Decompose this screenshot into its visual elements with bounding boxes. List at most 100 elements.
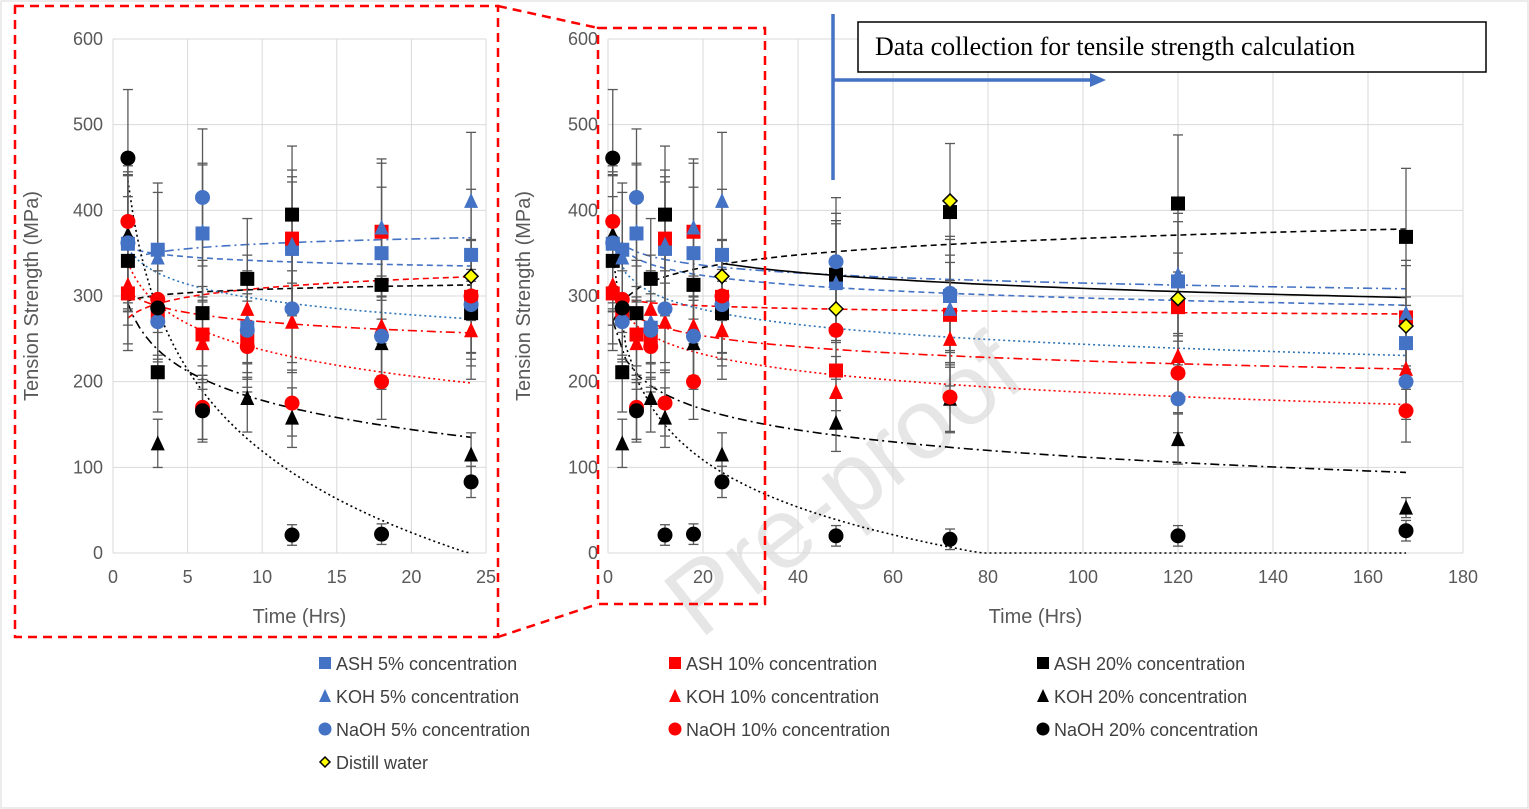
right-chart-data-point <box>942 285 958 301</box>
left-chart-data-point <box>239 339 255 355</box>
right-chart-data-point <box>643 389 658 405</box>
right-chart-data-point <box>829 275 843 291</box>
legend-label: ASH 5% concentration <box>336 654 517 674</box>
data-collection-annotation: Data collection for tensile strength cal… <box>831 14 1487 180</box>
zoom-connector-top <box>497 4 599 30</box>
left-chart-data-point <box>150 300 166 316</box>
right-chart-data-point <box>1398 374 1414 390</box>
right-chart-data-point <box>1171 300 1185 315</box>
left-chart-zoom-panel: 0 100 200 300 400 500 600 0 5 10 15 20 25 Time (Hrs) T… <box>21 29 496 628</box>
left-chart-data-point <box>120 253 135 268</box>
right-chart-data-point <box>657 395 673 411</box>
right-chart-x-tick-label: 40 <box>788 567 808 587</box>
legend-marker <box>1037 689 1049 702</box>
right-chart-data-point <box>1170 365 1186 381</box>
right-chart-data-point <box>942 389 958 405</box>
left-chart-data-point <box>240 271 255 286</box>
right-chart-data-point <box>686 277 701 292</box>
annotation-text: Data collection for tensile strength cal… <box>875 32 1355 61</box>
right-chart-x-tick-label: 60 <box>883 567 903 587</box>
right-chart-data-point <box>643 322 659 338</box>
right-chart-data-point <box>629 189 644 205</box>
right-chart-data-point <box>629 306 644 321</box>
left-chart-data-point <box>284 395 300 411</box>
right-chart-data-point <box>943 300 957 316</box>
left-chart-data-point <box>120 276 135 292</box>
left-chart-x-axis-title: Time (Hrs) <box>253 606 347 628</box>
left-chart-x-tick-label: 0 <box>108 567 118 587</box>
right-chart-data-point <box>605 150 621 166</box>
left-chart-trendline <box>127 236 472 261</box>
right-chart-data-point <box>614 314 630 330</box>
left-chart-x-tick-label: 25 <box>476 567 496 587</box>
left-chart-data-point <box>285 207 300 222</box>
left-chart-y-axis-title: Tension Strength (MPa) <box>21 191 43 401</box>
left-chart-data-point <box>240 389 255 405</box>
legend-label: ASH 20% concentration <box>1054 654 1245 674</box>
right-chart-data-point <box>715 322 729 338</box>
legend-label: KOH 20% concentration <box>1054 687 1247 707</box>
left-chart-x-tick-label: 10 <box>252 567 272 587</box>
left-chart-data-point <box>120 150 136 166</box>
zoom-frame-right <box>596 26 767 606</box>
legend-marker <box>1037 657 1049 669</box>
right-chart-data-point <box>943 205 957 220</box>
left-chart-x-tick-label: 15 <box>327 567 347 587</box>
legend-marker <box>318 755 332 769</box>
right-chart-data-point <box>629 335 644 351</box>
right-chart-data-point <box>1171 266 1185 282</box>
right-chart-trendline <box>612 293 1407 315</box>
left-chart-data-point <box>284 527 300 543</box>
legend-marker <box>319 657 331 669</box>
legend-label: Distill water <box>336 753 428 773</box>
left-chart-data-point <box>240 300 255 316</box>
left-chart-data-point <box>150 365 165 380</box>
right-chart-data-point <box>658 313 672 329</box>
left-chart-y-tick-label: 300 <box>73 286 103 306</box>
left-chart-data-point <box>374 374 390 390</box>
legend-label: NaOH 10% concentration <box>686 720 890 740</box>
right-chart-data-point <box>629 403 644 419</box>
right-chart-data-point <box>714 474 730 490</box>
right-chart-data-point <box>941 192 959 209</box>
right-chart-data-point <box>643 271 658 286</box>
left-chart-data-point <box>285 409 300 425</box>
legend-marker <box>669 689 681 702</box>
right-chart-data-point <box>1171 431 1185 447</box>
left-chart-data-point <box>150 249 165 265</box>
left-chart-data-point <box>374 328 390 344</box>
right-chart-data-point <box>658 236 672 252</box>
right-chart-data-point <box>829 383 843 399</box>
right-chart-data-point <box>686 317 701 333</box>
right-chart-data-point <box>828 528 844 544</box>
left-chart-data-point <box>463 268 480 285</box>
right-chart-data-point <box>605 276 620 292</box>
right-chart-data-point <box>686 219 701 235</box>
right-chart-data-point <box>829 414 843 430</box>
left-chart-data-point <box>463 474 479 490</box>
left-chart-data-point <box>195 335 210 351</box>
right-chart-data-point <box>715 247 729 262</box>
right-chart-data-point <box>1399 360 1413 376</box>
left-chart-x-tick-label: 5 <box>183 567 193 587</box>
right-chart-data-point <box>686 374 701 390</box>
legend-marker <box>1036 722 1050 736</box>
left-chart-trendline <box>127 262 472 384</box>
left-chart-data-point <box>284 301 300 317</box>
right-chart-data-point <box>713 268 731 285</box>
right-chart-data-point <box>1398 523 1414 539</box>
right-chart-full-panel: 0 100 200 300 400 500 600 0 20 40 60 80 100 120 140 160… <box>513 29 1478 628</box>
right-chart-data-point <box>629 223 644 239</box>
zoom-frame-left <box>13 4 500 639</box>
right-chart-y-axis-title: Tension Strength (MPa) <box>513 191 535 401</box>
right-chart-x-tick-label: 140 <box>1258 567 1288 587</box>
right-chart-data-point <box>1399 336 1413 351</box>
zoom-connector-bottom <box>497 602 599 639</box>
right-chart-data-point <box>605 235 621 251</box>
right-chart-data-point <box>686 526 701 542</box>
legend-label: NaOH 20% concentration <box>1054 720 1258 740</box>
left-chart-y-tick-label: 600 <box>73 29 103 49</box>
zoom-region-overlay <box>13 4 767 639</box>
right-chart-data-point <box>715 446 729 462</box>
